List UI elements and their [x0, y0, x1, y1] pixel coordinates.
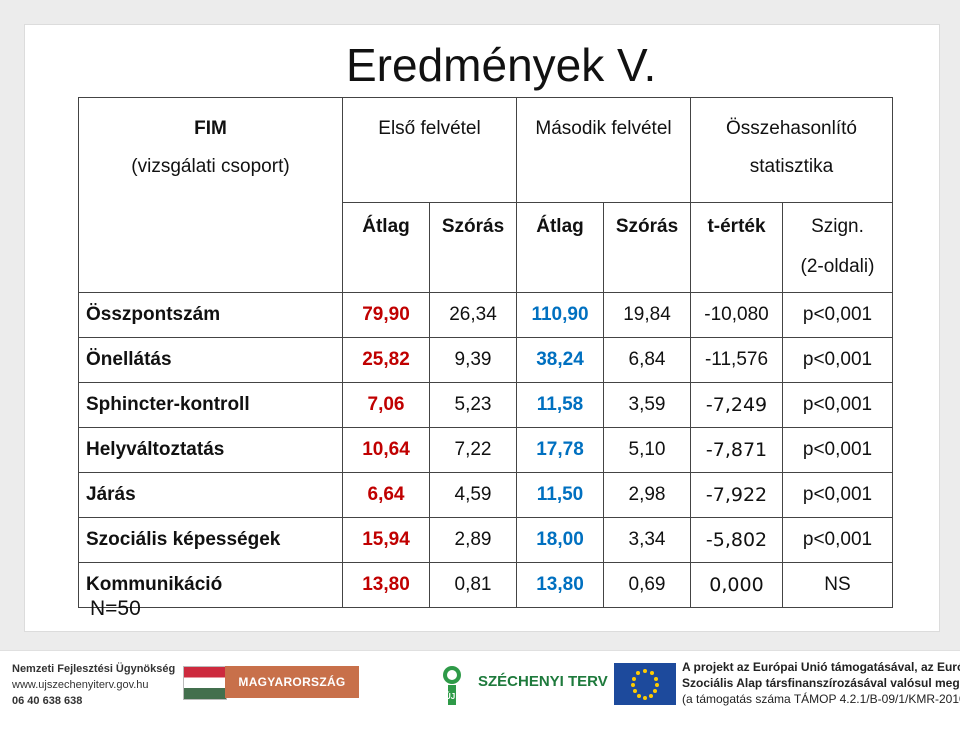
cell-sd1: 9,39: [429, 337, 517, 383]
nfu-website: www.ujszechenyiterv.gov.hu: [12, 679, 149, 691]
table-row: Önellátás 25,82 9,39 38,24 6,84 -11,576 …: [78, 337, 893, 383]
cell-mean1: 10,64: [342, 427, 430, 473]
subheader-sig-line2: (2-oldali): [800, 256, 875, 277]
subheader-sig: Szign. (2-oldali): [782, 202, 893, 293]
frame-bottom-border: [0, 632, 960, 650]
cell-sig: p<0,001: [782, 337, 893, 383]
nfu-name: Nemzeti Fejlesztési Ügynökség: [12, 663, 176, 675]
nfu-phone: 06 40 638 638: [12, 695, 83, 707]
cell-mean2: 11,58: [516, 382, 604, 428]
szechenyi-terv-logo-icon: ÚJ: [443, 666, 461, 705]
first-exam-header: Első felvétel: [342, 97, 517, 203]
cell-mean1: 7,06: [342, 382, 430, 428]
cell-sd2: 0,69: [603, 562, 691, 608]
row-label: Önellátás: [78, 337, 343, 383]
header-row-2: Átlag Szórás Átlag Szórás t-érték Szign.…: [79, 202, 893, 293]
row-label: Sphincter-kontroll: [78, 382, 343, 428]
cell-mean1: 79,90: [342, 292, 430, 338]
eu-funding-text: A projekt az Európai Unió támogatásával,…: [682, 659, 960, 707]
eu-line2: Szociális Alap társfinanszírozásával val…: [682, 676, 960, 690]
row-label: Szociális képességek: [78, 517, 343, 563]
cell-t: 0,000: [690, 562, 783, 608]
slide-frame: Eredmények V. FIM (vizsgálati csoport) E…: [0, 0, 960, 650]
cell-sd1: 26,34: [429, 292, 517, 338]
cell-sig: p<0,001: [782, 517, 893, 563]
slide-title: Eredmények V.: [346, 39, 657, 91]
row-label: Kommunikáció: [78, 562, 343, 608]
cell-sig: NS: [782, 562, 893, 608]
cell-sig: p<0,001: [782, 472, 893, 518]
cell-sig: p<0,001: [782, 427, 893, 473]
cell-t: -7,249: [690, 382, 783, 428]
header-row-1: FIM (vizsgálati csoport) Első felvétel M…: [78, 97, 893, 293]
subheader-sd1: Szórás: [429, 202, 517, 293]
footer-bar: Nemzeti Fejlesztési Ügynökség www.ujszec…: [0, 650, 960, 721]
sample-size-note: N=50: [90, 597, 141, 620]
cell-mean1: 25,82: [342, 337, 430, 383]
comparison-header: Összehasonlító statisztika: [690, 97, 893, 203]
szechenyi-terv-text: SZÉCHENYI TERV: [478, 673, 608, 690]
frame-right-border: [940, 0, 960, 650]
subheader-sig-line1: Szign.: [811, 216, 864, 237]
cell-sd1: 7,22: [429, 427, 517, 473]
cell-t: -5,802: [690, 517, 783, 563]
cell-sd2: 2,98: [603, 472, 691, 518]
row-label: Helyváltoztatás: [78, 427, 343, 473]
table-row: Kommunikáció 13,80 0,81 13,80 0,69 0,000…: [78, 562, 893, 608]
frame-left-border: [0, 0, 24, 650]
hungarian-flag-icon: [183, 666, 227, 700]
table-row: Járás 6,64 4,59 11,50 2,98 -7,922 p<0,00…: [78, 472, 893, 518]
cell-mean2: 11,50: [516, 472, 604, 518]
subheader-t: t-érték: [690, 202, 783, 293]
magyarorszag-megujul-banner: MAGYARORSZÁG MEGÚJUL: [225, 666, 359, 721]
second-exam-label: Második felvétel: [535, 118, 672, 139]
cell-mean1: 6,64: [342, 472, 430, 518]
cell-sd2: 3,34: [603, 517, 691, 563]
cell-t: -11,576: [690, 337, 783, 383]
first-exam-label: Első felvétel: [378, 118, 481, 139]
cell-sd1: 0,81: [429, 562, 517, 608]
cell-sd2: 3,59: [603, 382, 691, 428]
results-table: FIM (vizsgálati csoport) Első felvétel M…: [78, 97, 893, 608]
eu-line1: A projekt az Európai Unió támogatásával,…: [682, 660, 960, 674]
cell-sd1: 2,89: [429, 517, 517, 563]
eu-flag-icon: [614, 663, 676, 705]
comparison-label-line1: Összehasonlító: [726, 118, 857, 139]
group-label-line1: FIM: [194, 118, 227, 139]
group-label-line2: (vizsgálati csoport): [131, 156, 290, 177]
subheader-mean2: Átlag: [516, 202, 604, 293]
cell-sig: p<0,001: [782, 292, 893, 338]
table-row: Sphincter-kontroll 7,06 5,23 11,58 3,59 …: [78, 382, 893, 428]
comparison-label-line2: statisztika: [749, 156, 834, 177]
cell-mean2: 13,80: [516, 562, 604, 608]
subheader-sd2: Szórás: [603, 202, 691, 293]
second-exam-header: Második felvétel: [516, 97, 691, 203]
cell-mean2: 110,90: [516, 292, 604, 338]
cell-sd1: 5,23: [429, 382, 517, 428]
cell-t: -7,871: [690, 427, 783, 473]
cell-mean2: 17,78: [516, 427, 604, 473]
table-row: Helyváltoztatás 10,64 7,22 17,78 5,10 -7…: [78, 427, 893, 473]
table-row: Összpontszám 79,90 26,34 110,90 19,84 -1…: [78, 292, 893, 338]
cell-mean1: 13,80: [342, 562, 430, 608]
frame-top-border: [0, 0, 960, 24]
cell-sd2: 6,84: [603, 337, 691, 383]
cell-mean2: 18,00: [516, 517, 604, 563]
nfu-logo-block: Nemzeti Fejlesztési Ügynökség www.ujszec…: [12, 661, 175, 709]
cell-sig: p<0,001: [782, 382, 893, 428]
cell-t: -10,080: [690, 292, 783, 338]
cell-mean2: 38,24: [516, 337, 604, 383]
group-label-cell: FIM (vizsgálati csoport): [78, 97, 343, 293]
cell-sd2: 5,10: [603, 427, 691, 473]
row-label: Járás: [78, 472, 343, 518]
cell-mean1: 15,94: [342, 517, 430, 563]
cell-sd1: 4,59: [429, 472, 517, 518]
row-label: Összpontszám: [78, 292, 343, 338]
eu-line3: (a támogatás száma TÁMOP 4.2.1/B-09/1/KM…: [682, 692, 960, 706]
sz-logo-letters: ÚJ: [445, 692, 455, 701]
cell-t: -7,922: [690, 472, 783, 518]
table-row: Szociális képességek 15,94 2,89 18,00 3,…: [78, 517, 893, 563]
subheader-mean1: Átlag: [342, 202, 430, 293]
cell-sd2: 19,84: [603, 292, 691, 338]
